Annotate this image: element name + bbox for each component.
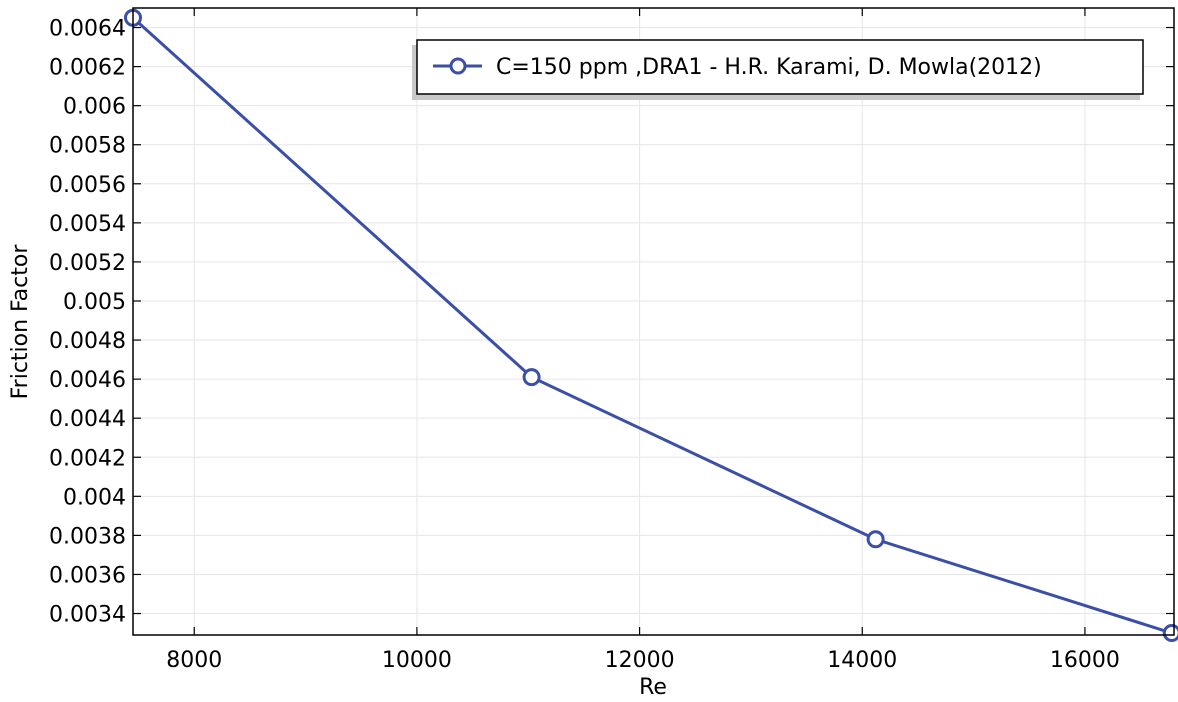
data-point-marker (1162, 624, 1178, 643)
y-tick-label: 0.0058 (49, 134, 126, 159)
marker-layer (124, 8, 1178, 643)
plot-frame (132, 7, 1175, 636)
y-tick-label: 0.0034 (49, 603, 126, 628)
legend-box (416, 39, 1144, 95)
x-axis-title: Re (639, 675, 667, 700)
x-tick-label: 10000 (382, 648, 452, 673)
x-tick-label: 16000 (1050, 648, 1120, 673)
data-point-marker (866, 530, 885, 549)
y-tick-label: 0.004 (63, 485, 126, 510)
data-point-marker (522, 368, 541, 387)
y-tick-label: 0.005 (63, 290, 126, 315)
y-tick-label: 0.0038 (49, 524, 126, 549)
y-tick-label: 0.0044 (49, 407, 126, 432)
x-tick-label: 8000 (166, 648, 222, 673)
line-layer (131, 16, 1173, 635)
grid-layer (133, 8, 1174, 635)
y-tick-label: 0.0046 (49, 368, 126, 393)
y-tick-label: 0.0036 (49, 563, 126, 588)
y-tick-label: 0.0056 (49, 173, 126, 198)
y-tick-label: 0.0052 (49, 251, 126, 276)
series-line (131, 16, 1173, 635)
x-tick-label: 14000 (827, 648, 897, 673)
y-tick-label: 0.0042 (49, 446, 126, 471)
legend-label: C=150 ppm ,DRA1 - H.R. Karami, D. Mowla(… (496, 55, 1042, 80)
y-tick-label: 0.0054 (49, 212, 126, 237)
y-tick-label: 0.0048 (49, 329, 126, 354)
tick-layer (133, 8, 1174, 635)
legend-marker-swatch (449, 57, 467, 75)
x-tick-label: 12000 (605, 648, 675, 673)
y-tick-label: 0.006 (63, 95, 126, 120)
y-tick-label: 0.0062 (49, 56, 126, 81)
y-axis-title: Friction Factor (8, 244, 33, 400)
label-layer: 8000 10000 12000 14000 16000 0.0034 0.0036 0.00… (49, 17, 1120, 673)
y-tick-label: 0.0064 (49, 17, 126, 42)
legend: C=150 ppm ,DRA1 - H.R. Karami, D. Mowla(… (412, 39, 1144, 100)
